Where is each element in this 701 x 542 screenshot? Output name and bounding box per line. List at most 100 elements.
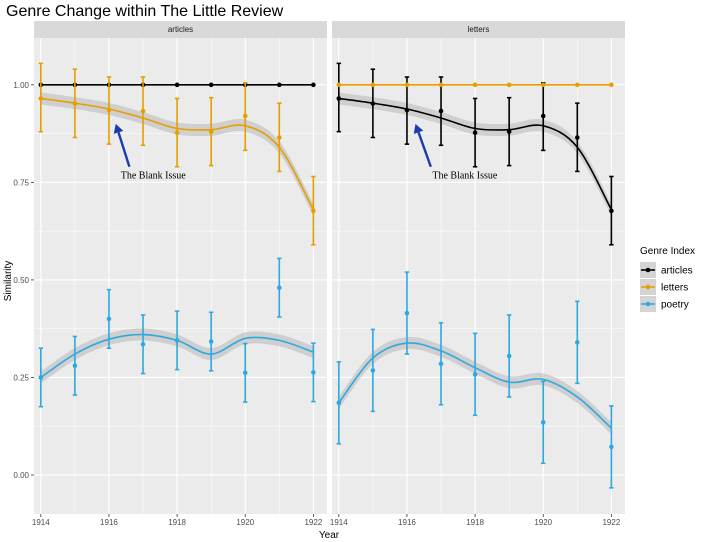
y-tick-label: 0.50	[13, 276, 29, 285]
data-point	[311, 208, 316, 214]
y-tick-label: 0.00	[13, 471, 29, 480]
y-tick-label: 1.00	[13, 81, 29, 90]
annotation-label: The Blank Issue	[121, 171, 187, 182]
facet-strip	[34, 21, 327, 38]
legend-key-point	[645, 267, 651, 273]
panel-letters: letters 1914 1916 1918 1920 1922 The Blank Iss…	[330, 21, 625, 527]
series-line	[338, 342, 612, 429]
data-point	[277, 135, 282, 140]
legend: Genre Index articles letters poetry	[640, 246, 695, 312]
data-point	[575, 340, 580, 345]
annotation-label: The Blank Issue	[432, 171, 498, 182]
series-letters	[38, 62, 316, 246]
data-point	[311, 82, 316, 88]
series-line	[40, 97, 315, 211]
series-poetry	[38, 257, 316, 408]
data-point	[242, 113, 248, 119]
data-point	[370, 82, 376, 88]
annotation-arrow	[417, 131, 432, 168]
chart-title: Genre Change within The Little Review	[6, 3, 284, 20]
data-point	[540, 82, 546, 88]
data-point	[336, 400, 342, 406]
data-point	[38, 96, 44, 101]
legend-item-poetry: poetry	[640, 296, 689, 312]
facet-strip	[332, 21, 625, 38]
data-point	[404, 107, 410, 113]
x-tick-label: 1916	[100, 518, 118, 527]
data-point	[404, 82, 410, 88]
series-letters	[336, 82, 614, 88]
x-tick-label: 1922	[304, 518, 322, 527]
data-point	[174, 338, 180, 343]
data-point	[208, 82, 214, 88]
data-point	[472, 82, 478, 88]
legend-title: Genre Index	[640, 246, 695, 257]
data-point	[472, 130, 478, 136]
x-tick-label: 1914	[32, 518, 50, 527]
data-point	[277, 285, 282, 291]
data-point	[540, 420, 546, 425]
data-point	[609, 444, 614, 450]
x-tick-label: 1920	[534, 518, 552, 527]
panels-layer: articles 1914 1916 1918 1920 1922 0.00 0.25 0.50…	[13, 21, 625, 527]
legend-label: poetry	[661, 300, 689, 311]
data-point	[242, 370, 248, 376]
series-articles	[336, 62, 614, 246]
data-point	[72, 101, 78, 106]
x-tick-label: 1914	[330, 518, 348, 527]
data-point	[575, 135, 580, 140]
x-tick-label: 1922	[602, 518, 620, 527]
data-point	[506, 82, 512, 88]
data-point	[506, 129, 512, 134]
data-point	[575, 82, 580, 88]
facet-strip-label: letters	[468, 25, 490, 34]
y-axis-title: Similarity	[3, 261, 14, 302]
data-point	[208, 129, 214, 134]
data-point	[140, 108, 146, 114]
x-tick-label: 1916	[398, 518, 416, 527]
series-poetry	[336, 271, 614, 489]
data-point	[404, 310, 410, 316]
data-point	[106, 316, 112, 322]
panel-articles: articles 1914 1916 1918 1920 1922 0.00 0.25 0.50…	[13, 21, 327, 527]
legend-key-point	[645, 284, 651, 290]
y-tick-label: 0.25	[13, 373, 29, 382]
y-tick-label: 0.75	[13, 178, 29, 187]
legend-label: articles	[661, 266, 693, 277]
annotation-arrowhead	[413, 123, 424, 134]
x-axis-title: Year	[319, 530, 340, 541]
data-point	[106, 107, 112, 113]
legend-label: letters	[661, 283, 688, 294]
panel-background	[332, 38, 625, 514]
data-point	[609, 82, 614, 88]
legend-item-letters: letters	[640, 279, 688, 295]
legend-item-articles: articles	[640, 262, 693, 278]
data-point	[72, 363, 78, 369]
data-point	[472, 372, 478, 377]
data-point	[38, 375, 44, 380]
data-point	[438, 108, 444, 114]
series-line	[338, 97, 613, 211]
data-point	[311, 370, 316, 375]
x-tick-label: 1918	[466, 518, 484, 527]
legend-key-point	[645, 301, 651, 307]
data-point	[370, 368, 376, 373]
data-point	[174, 82, 180, 88]
confidence-ribbon	[338, 336, 612, 435]
x-tick-label: 1918	[168, 518, 186, 527]
data-point	[438, 82, 444, 88]
data-point	[277, 82, 282, 88]
annotation-arrow	[117, 132, 131, 168]
x-tick-label: 1920	[236, 518, 254, 527]
data-point	[140, 341, 146, 347]
data-point	[336, 96, 342, 101]
data-point	[208, 339, 214, 344]
data-point	[370, 101, 376, 106]
data-point	[540, 113, 546, 119]
data-point	[506, 353, 512, 359]
facet-strip-label: articles	[168, 25, 193, 34]
data-point	[438, 361, 444, 367]
data-point	[609, 208, 614, 214]
panel-background	[34, 38, 327, 514]
